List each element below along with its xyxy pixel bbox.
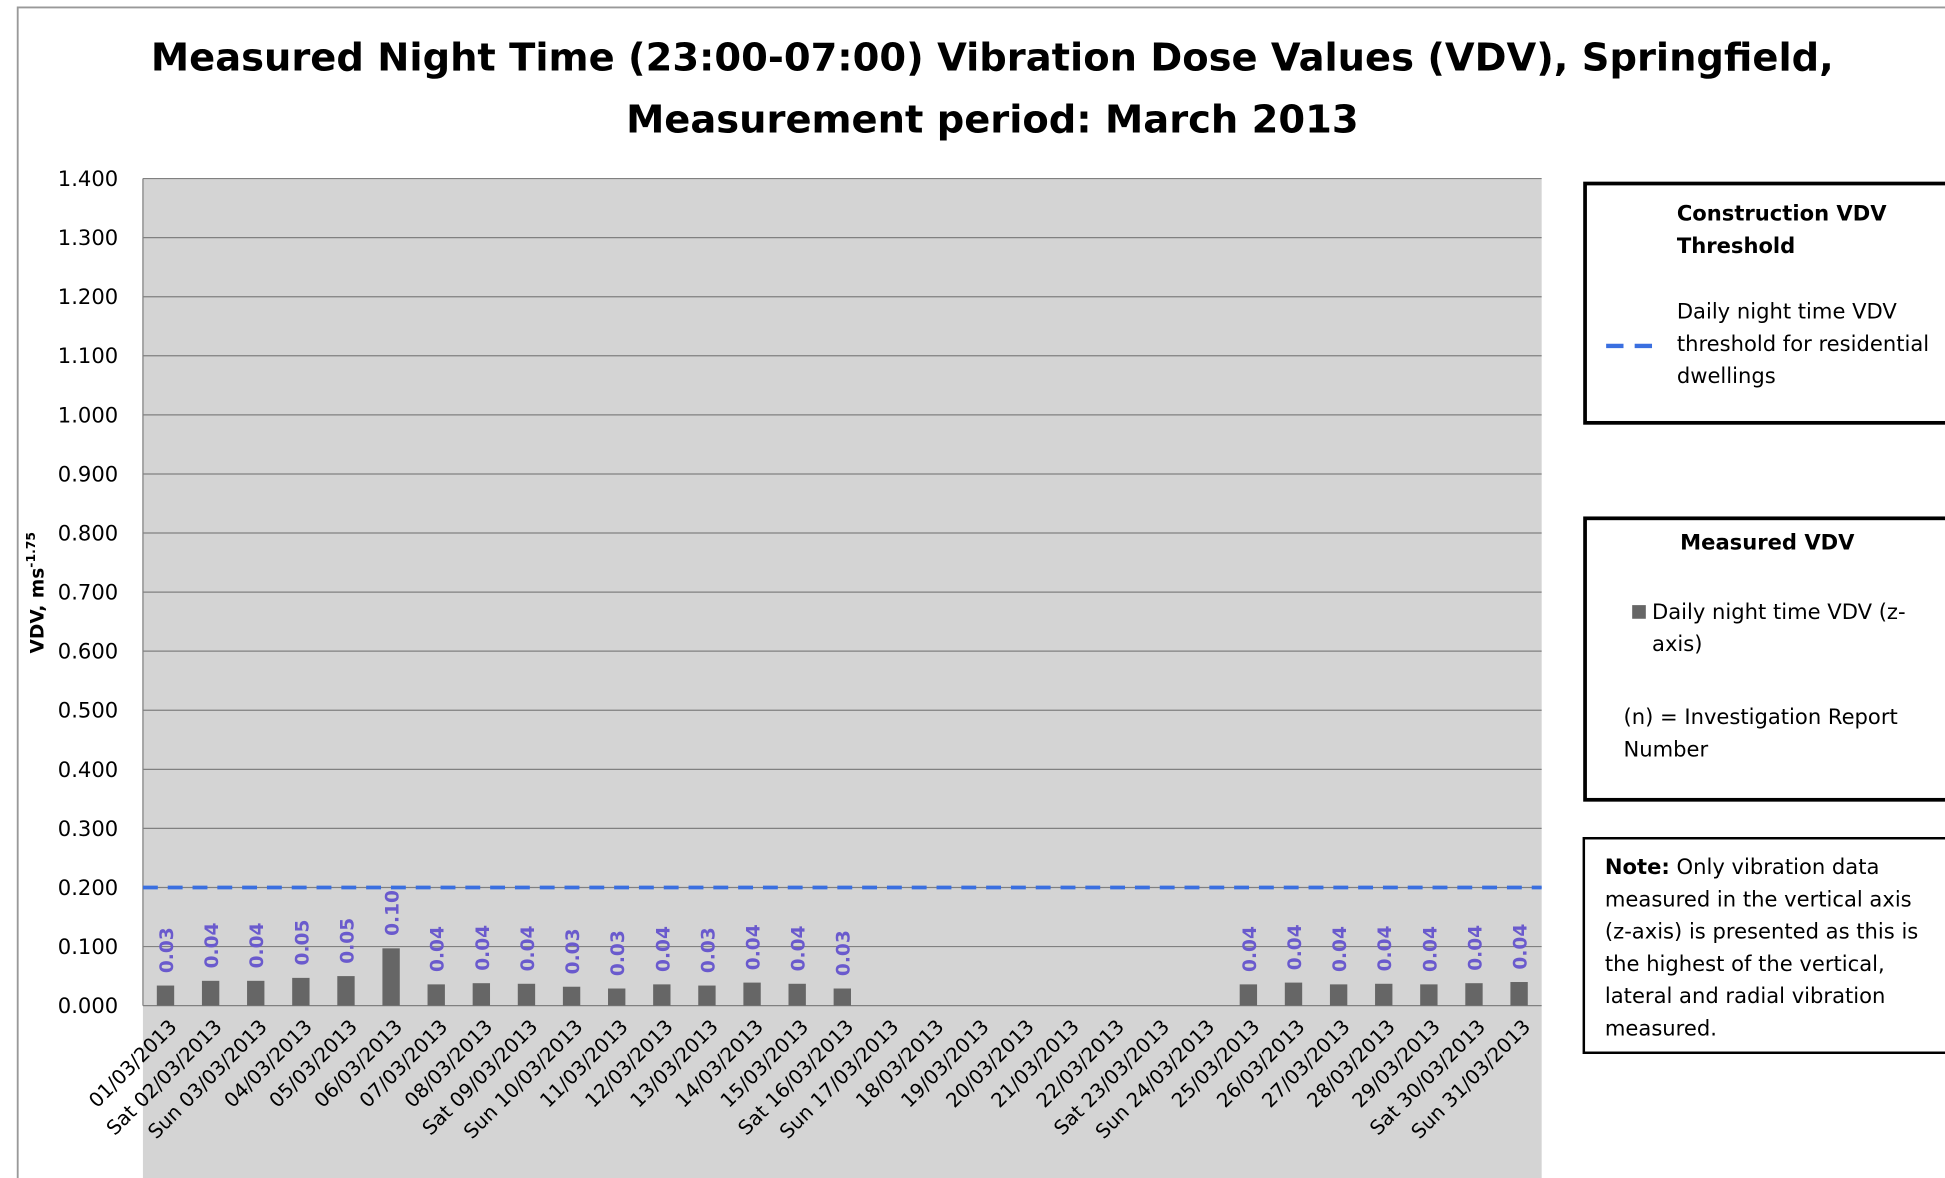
bar — [1239, 984, 1258, 1006]
legend-note: (n) = Investigation Report Number — [1623, 705, 1898, 763]
y-tick-label: 0.800 — [58, 520, 118, 545]
value-label: 0.03 — [834, 930, 855, 976]
bar — [247, 980, 265, 1006]
y-axis-label-sup: -1.75 — [23, 532, 38, 568]
value-label: 0.10 — [383, 890, 404, 936]
legend-title: Measured VDV — [1680, 530, 1855, 556]
note-body: Only vibration data measured in the vert… — [1604, 855, 1919, 1042]
value-label: 0.04 — [1420, 926, 1441, 972]
legend-entry-text: Daily night time VDV (z-axis) — [1652, 600, 1906, 658]
bar — [743, 982, 761, 1006]
y-tick-label: 1.300 — [58, 225, 118, 250]
legend-entry: Daily night time VDV threshold for resid… — [1676, 300, 1930, 390]
y-tick-label: 1.100 — [58, 343, 118, 368]
y-tick-label: 0.100 — [58, 934, 118, 959]
value-label: 0.03 — [698, 927, 719, 973]
bar — [833, 988, 851, 1006]
legend-title: Construction VDV Threshold — [1676, 202, 1887, 260]
legend-box — [1583, 181, 1945, 425]
value-label: 0.04 — [744, 924, 765, 970]
value-label: 0.05 — [337, 918, 358, 964]
y-axis-label: VDV, ms-1.75 — [23, 532, 49, 654]
bar — [427, 984, 445, 1006]
value-label: 0.04 — [1465, 925, 1486, 971]
bar — [698, 985, 716, 1006]
bar — [201, 980, 220, 1006]
value-label: 0.04 — [518, 925, 539, 971]
y-tick-label: 1.200 — [58, 284, 118, 309]
value-label: 0.04 — [1285, 924, 1306, 970]
bar — [292, 977, 310, 1006]
value-label: 0.04 — [1240, 926, 1261, 972]
note: Note: Only vibration data measured in th… — [1605, 852, 1927, 1045]
chart-title: Measured Night Time (23:00-07:00) Vibrat… — [151, 36, 1834, 81]
note-text: Note: Only vibration data measured in th… — [1605, 852, 1927, 1045]
bar — [382, 948, 400, 1006]
bar — [653, 984, 671, 1006]
value-label: 0.04 — [1511, 924, 1532, 970]
note-label: Note: — [1604, 855, 1670, 881]
bar — [1375, 983, 1393, 1006]
value-label: 0.04 — [428, 926, 449, 972]
bar — [1329, 984, 1348, 1006]
value-label: 0.03 — [157, 927, 178, 973]
legend-entry-text: Daily night time VDV threshold for resid… — [1676, 300, 1930, 390]
legend-box — [1583, 516, 1945, 802]
legend-bar-swatch — [1632, 605, 1646, 619]
chart-title: Measurement period: March 2013 — [626, 98, 1359, 143]
y-tick-label: 0.700 — [58, 580, 118, 605]
legend-title-text: Construction VDV Threshold — [1676, 202, 1887, 260]
bar — [1465, 983, 1483, 1006]
bar — [156, 985, 175, 1006]
y-tick-label: 0.500 — [58, 698, 118, 723]
bar — [788, 983, 806, 1006]
y-tick-label: 0.300 — [58, 816, 118, 841]
bar — [1510, 982, 1528, 1006]
value-label: 0.04 — [1375, 925, 1396, 971]
value-label: 0.03 — [563, 928, 584, 974]
legend-title-text: Measured VDV — [1680, 530, 1855, 556]
bar — [562, 986, 581, 1006]
bar — [472, 983, 491, 1006]
legend-note-text: (n) = Investigation Report Number — [1623, 705, 1898, 763]
bar — [517, 983, 536, 1006]
value-label: 0.04 — [1330, 926, 1351, 972]
y-tick-label: 0.400 — [58, 757, 118, 782]
y-tick-label: 1.400 — [58, 166, 118, 191]
bar — [1284, 982, 1303, 1006]
bar — [1420, 984, 1438, 1006]
value-label: 0.04 — [653, 926, 674, 972]
value-label: 0.04 — [473, 925, 494, 971]
plot-area — [142, 178, 1542, 1178]
y-tick-label: 0.900 — [58, 461, 118, 486]
bar — [337, 976, 355, 1006]
y-tick-label: 0.200 — [58, 875, 118, 900]
value-label: 0.04 — [202, 922, 223, 968]
y-tick-label: 0.600 — [58, 639, 118, 664]
value-label: 0.04 — [789, 925, 810, 971]
y-tick-label: 0.000 — [58, 993, 118, 1018]
note-box — [1582, 837, 1945, 1054]
y-tick-label: 1.000 — [58, 402, 118, 427]
value-label: 0.04 — [247, 922, 268, 968]
value-label: 0.05 — [292, 920, 313, 966]
legend-entry: Daily night time VDV (z-axis) — [1652, 600, 1906, 658]
value-label: 0.03 — [608, 930, 629, 976]
bar — [608, 988, 626, 1006]
y-axis-label-text: VDV, ms — [28, 568, 49, 654]
